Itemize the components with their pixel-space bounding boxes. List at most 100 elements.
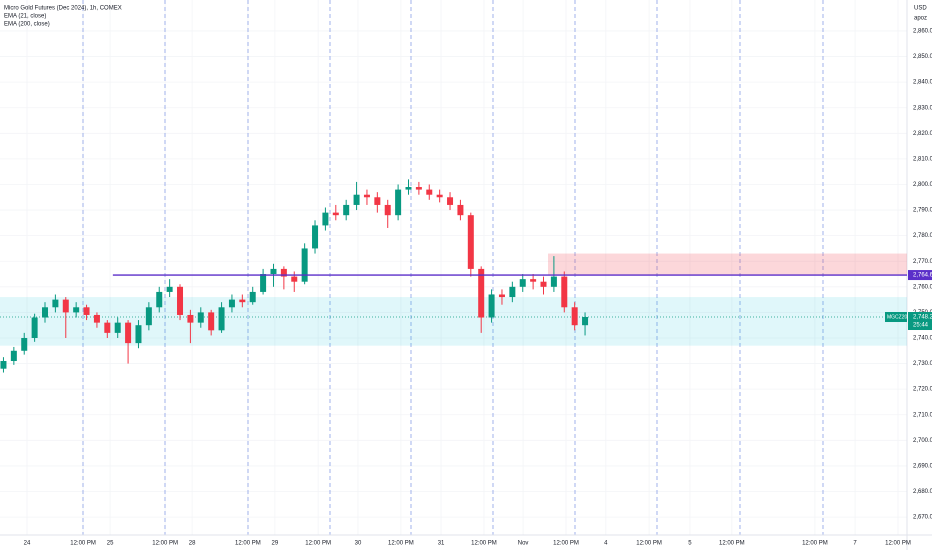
x-tick-label: 12:00 PM (235, 541, 261, 547)
y-tick-label: 2,680.00 (913, 489, 932, 495)
candle-body (312, 225, 319, 249)
candle-body (31, 317, 38, 338)
candle-body (62, 299, 69, 313)
x-tick-label: 12:00 PM (305, 541, 331, 547)
candle-body (52, 299, 59, 308)
candle-body (436, 194, 443, 198)
indicator-label: EMA (21, close) (4, 14, 46, 20)
candle-body (415, 187, 422, 190)
indicator-label: EMA (200, close) (4, 22, 50, 28)
candle-body (114, 322, 121, 333)
candle-body (519, 279, 526, 287)
candle-body (239, 299, 246, 303)
y-tick-label: 2,690.00 (913, 463, 932, 469)
candle-body (405, 187, 412, 190)
candle-body (208, 312, 215, 331)
candle-body (478, 268, 485, 318)
last-price-label: 2,748.2 (913, 315, 932, 321)
x-tick-label: 12:00 PM (70, 541, 96, 547)
candle-body (571, 307, 578, 326)
x-tick-label: 24 (24, 541, 31, 547)
chart-title: Micro Gold Futures (Dec 2024), 1h, COMEX (4, 6, 122, 12)
candle-body (93, 314, 100, 323)
candle-body (561, 276, 568, 308)
x-tick-label: 12:00 PM (388, 541, 414, 547)
candle-body (21, 337, 28, 351)
scale-note: apoz (914, 16, 927, 22)
candle-body (197, 312, 204, 323)
candle-body (467, 215, 474, 269)
candle-body (353, 194, 360, 205)
session-lines (82, 0, 824, 535)
last-price-bg (908, 312, 932, 331)
y-tick-label: 2,740.00 (913, 336, 932, 342)
y-tick-label: 2,830.00 (913, 105, 932, 111)
candle-body (145, 307, 152, 326)
candle-body (384, 204, 391, 216)
candle-body (104, 322, 111, 333)
symbol-label: MGCZ2024 (887, 314, 913, 320)
y-tick-label: 2,720.00 (913, 387, 932, 393)
y-tick-label: 2,800.00 (913, 182, 932, 188)
x-tick-label: 12:00 PM (553, 541, 579, 547)
candle-body (509, 286, 516, 298)
x-tick-label: 31 (438, 541, 445, 547)
y-tick-label: 2,850.00 (913, 54, 932, 60)
candle-body (260, 274, 267, 292)
y-tick-label: 2,820.00 (913, 131, 932, 137)
y-tick-label: 2,730.00 (913, 361, 932, 367)
candle-body (249, 291, 256, 303)
y-tick-label: 2,770.00 (913, 259, 932, 265)
candle-body (322, 212, 329, 226)
candle-body (73, 307, 80, 313)
candle-body (530, 279, 537, 282)
y-tick-label: 2,810.00 (913, 156, 932, 162)
x-tick-label: 12:00 PM (719, 541, 745, 547)
x-tick-label: 12:00 PM (471, 541, 497, 547)
x-tick-label: Nov (518, 541, 529, 547)
candle-body (457, 204, 464, 216)
y-tick-label: 2,840.00 (913, 80, 932, 86)
x-tick-label: 12:00 PM (152, 541, 178, 547)
candle-body (10, 350, 17, 362)
currency: USD (914, 6, 927, 12)
candle-body (343, 204, 350, 216)
candle-body (135, 325, 142, 344)
y-tick-label: 2,790.00 (913, 208, 932, 214)
candle-body (395, 189, 402, 216)
candle-body (0, 361, 7, 369)
level-label: 2,764.6 (913, 273, 932, 279)
candle-body (42, 307, 49, 318)
y-tick-label: 2,710.00 (913, 412, 932, 418)
candle-body (374, 197, 381, 205)
x-tick-label: 25 (107, 541, 114, 547)
candle-body (177, 286, 184, 315)
candle-body (291, 276, 298, 282)
candle-body (83, 307, 90, 315)
candle-body (301, 248, 308, 282)
candle-body (447, 197, 454, 205)
level-label-bg (908, 270, 932, 281)
y-tick-label: 2,670.00 (913, 515, 932, 521)
countdown: 25:44 (913, 323, 929, 329)
candle-body (498, 294, 505, 298)
resistance-box (548, 253, 907, 276)
x-tick-label: 12:00 PM (802, 541, 828, 547)
candles (0, 179, 589, 373)
candle-body (156, 291, 163, 308)
candle-body (540, 281, 547, 287)
candle-body (187, 314, 194, 323)
y-tick-label: 2,760.00 (913, 284, 932, 290)
x-tick-label: 12:00 PM (636, 541, 662, 547)
y-tick-label: 2,700.00 (913, 438, 932, 444)
candle-body (426, 189, 433, 195)
x-tick-label: 30 (355, 541, 362, 547)
x-tick-label: 12:00 PM (885, 541, 911, 547)
y-tick-label: 2,780.00 (913, 233, 932, 239)
x-tick-label: 4 (604, 541, 608, 547)
candle-body (280, 268, 287, 277)
x-tick-label: 28 (189, 541, 196, 547)
x-tick-label: 5 (688, 541, 692, 547)
candle-body (125, 322, 132, 344)
